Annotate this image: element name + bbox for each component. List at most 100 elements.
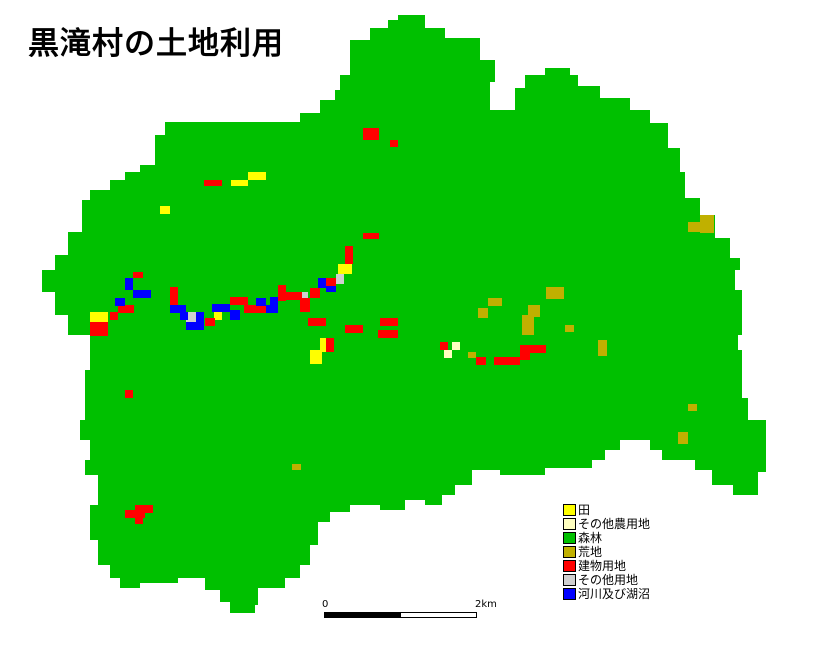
river-patch bbox=[125, 278, 133, 290]
scale-end-label: 2km bbox=[475, 599, 497, 610]
wasteland-patch bbox=[688, 404, 697, 411]
legend-label: 河川及び湖沼 bbox=[578, 587, 651, 601]
paddy-patch bbox=[248, 172, 266, 180]
wasteland-patches bbox=[292, 215, 714, 470]
legend-swatch bbox=[563, 504, 576, 516]
paddy-patch bbox=[231, 180, 248, 186]
wasteland-patch bbox=[546, 287, 564, 299]
building-patch bbox=[440, 342, 448, 350]
building-patch bbox=[135, 505, 153, 513]
other-farmland-patch bbox=[444, 350, 452, 358]
legend-swatch bbox=[563, 574, 576, 586]
building-patch bbox=[125, 510, 145, 518]
village-boundary-forest bbox=[42, 15, 766, 613]
wasteland-patch bbox=[488, 298, 502, 306]
paddy-patch bbox=[160, 206, 170, 214]
building-patch bbox=[345, 246, 353, 264]
river-patch bbox=[212, 304, 230, 312]
river-patch bbox=[318, 278, 326, 288]
paddy-patch bbox=[320, 338, 328, 352]
building-patch bbox=[135, 518, 143, 524]
scale-segment-light bbox=[400, 612, 477, 618]
legend-label: その他用地 bbox=[578, 573, 639, 587]
legend-item: 荒地 bbox=[563, 545, 650, 559]
building-patch bbox=[378, 330, 398, 338]
river-patch bbox=[196, 312, 204, 322]
other-farmland-patch bbox=[452, 342, 460, 350]
building-patch bbox=[300, 298, 310, 312]
other-use-patch bbox=[336, 274, 344, 284]
wasteland-patch bbox=[700, 215, 714, 233]
paddy-patch bbox=[90, 312, 108, 322]
other-use-patches bbox=[186, 274, 344, 322]
legend-swatch bbox=[563, 518, 576, 530]
building-patch bbox=[345, 325, 363, 333]
legend-swatch bbox=[563, 588, 576, 600]
river-patch bbox=[180, 312, 188, 320]
legend-item: その他農用地 bbox=[563, 517, 650, 531]
river-patch bbox=[270, 297, 278, 305]
building-patch bbox=[308, 318, 326, 326]
building-patch bbox=[230, 297, 248, 305]
legend-item: 森林 bbox=[563, 531, 650, 545]
building-patch bbox=[244, 305, 270, 313]
legend-label: 荒地 bbox=[578, 545, 603, 559]
legend-item: 田 bbox=[563, 503, 650, 517]
wasteland-patch bbox=[565, 325, 574, 332]
wasteland-patch bbox=[528, 305, 540, 317]
building-patch bbox=[205, 318, 215, 326]
legend-label: 建物用地 bbox=[578, 559, 627, 573]
river-patch bbox=[326, 286, 336, 292]
other-use-patch bbox=[300, 292, 308, 298]
building-patch bbox=[118, 305, 134, 313]
wasteland-patch bbox=[598, 340, 607, 356]
legend-swatch bbox=[563, 560, 576, 572]
river-patch bbox=[170, 305, 186, 313]
wasteland-patch bbox=[292, 464, 301, 470]
river-patch bbox=[266, 305, 278, 313]
wasteland-patch bbox=[678, 432, 688, 444]
building-patch bbox=[520, 350, 530, 360]
building-patch bbox=[476, 357, 486, 365]
legend-item: 建物用地 bbox=[563, 559, 650, 573]
building-patch bbox=[390, 140, 398, 147]
building-patch bbox=[380, 318, 398, 326]
building-patch bbox=[170, 287, 178, 305]
building-patch bbox=[110, 312, 118, 320]
paddy-patches bbox=[90, 172, 352, 364]
river-patches bbox=[115, 278, 336, 330]
building-patch bbox=[278, 285, 286, 301]
river-patch bbox=[186, 322, 204, 330]
legend-swatch bbox=[563, 546, 576, 558]
scale-start-label: 0 bbox=[322, 599, 329, 610]
map-legend: 田その他農用地 森林 荒地 建物用地 その他用地 河川及び湖沼 bbox=[563, 503, 650, 601]
building-patch bbox=[494, 357, 520, 365]
building-patch bbox=[310, 288, 320, 298]
building-patches bbox=[90, 128, 546, 524]
river-patch bbox=[230, 310, 240, 320]
building-patch bbox=[326, 278, 336, 288]
other-use-patch bbox=[186, 312, 196, 322]
scale-segment-dark bbox=[324, 612, 401, 618]
legend-label: 田 bbox=[578, 503, 591, 517]
river-patch bbox=[256, 298, 266, 306]
wasteland-patch bbox=[468, 352, 476, 358]
building-patch bbox=[125, 390, 133, 398]
scale-bar: 0 2km bbox=[322, 599, 497, 619]
wasteland-patch bbox=[478, 308, 488, 318]
building-patch bbox=[133, 272, 143, 278]
building-patch bbox=[520, 345, 546, 353]
legend-item: その他用地 bbox=[563, 573, 650, 587]
paddy-patch bbox=[214, 312, 222, 320]
building-patch bbox=[363, 233, 379, 239]
legend-label: 森林 bbox=[578, 531, 603, 545]
wasteland-patch bbox=[688, 222, 700, 232]
legend-item: 河川及び湖沼 bbox=[563, 587, 650, 601]
paddy-patch bbox=[338, 264, 352, 274]
other-farmland-patches bbox=[444, 342, 460, 358]
building-patch bbox=[204, 180, 222, 186]
building-patch bbox=[363, 128, 379, 140]
legend-swatch bbox=[563, 532, 576, 544]
wasteland-patch bbox=[522, 315, 534, 335]
